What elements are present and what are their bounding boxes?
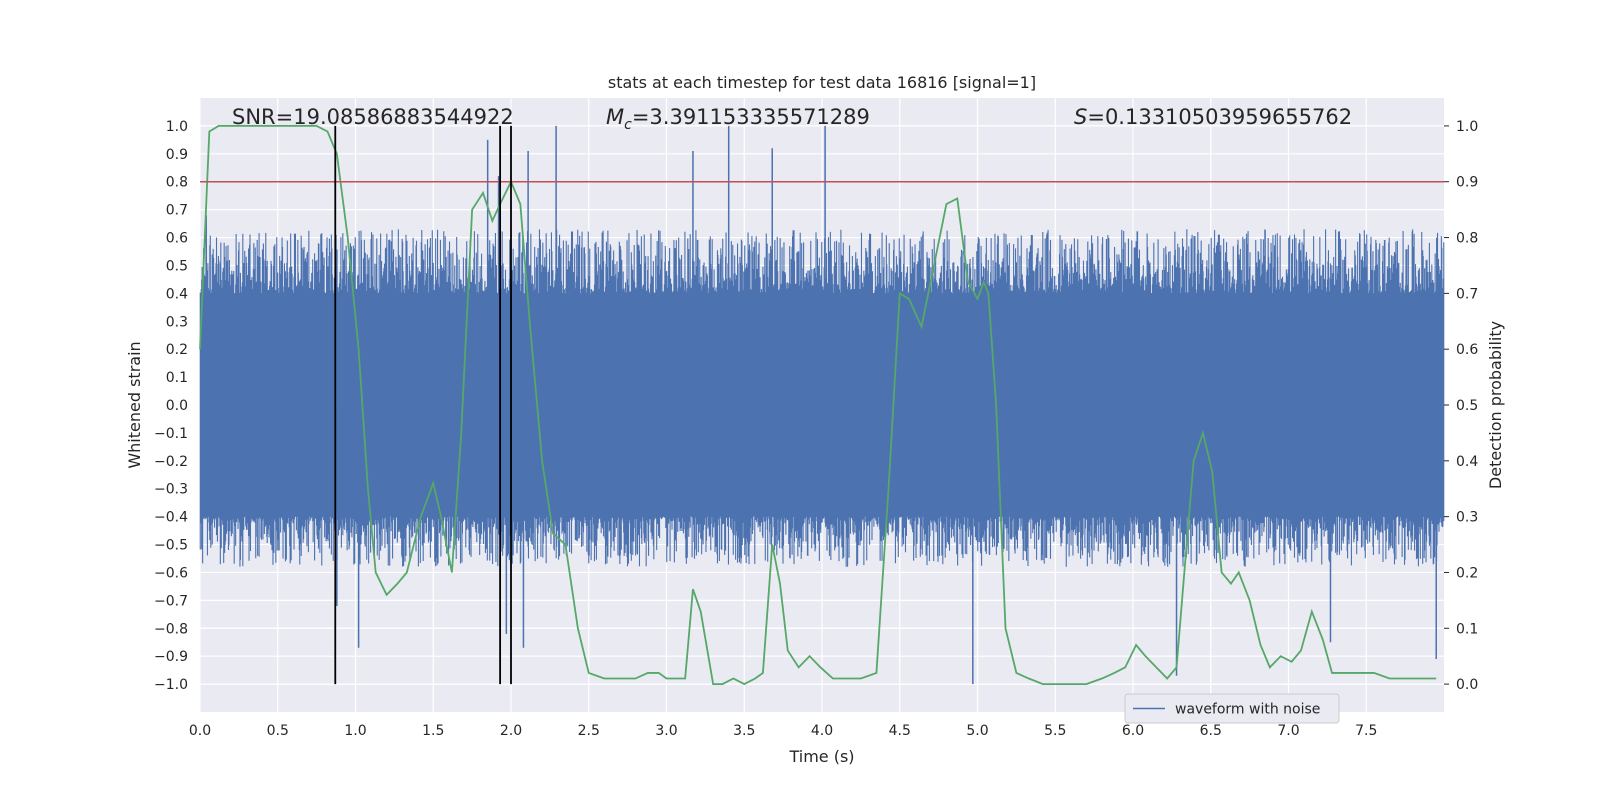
probability-line xyxy=(199,125,1437,686)
y-tick-label: −0.4 xyxy=(154,510,188,526)
y-tick-label: −0.2 xyxy=(154,454,188,470)
x-tick-label: 4.5 xyxy=(889,723,911,739)
y-tick-label: 0.6 xyxy=(166,231,188,247)
y-tick-label: −0.5 xyxy=(154,538,188,554)
s-value: =0.13310503959655762 xyxy=(1087,105,1352,129)
y2-axis-label: Detection probability xyxy=(1486,321,1505,489)
y-tick-label: −0.8 xyxy=(154,621,188,637)
y-tick-label: 1.0 xyxy=(166,119,188,135)
chirp-mass-annotation: Mc=3.391153335571289 xyxy=(606,105,870,133)
x-tick-label: 5.5 xyxy=(1044,723,1066,739)
y2-tick-label: 0.1 xyxy=(1456,621,1478,637)
y-tick-label: −0.7 xyxy=(154,593,188,609)
y2-tick-label: 0.5 xyxy=(1456,398,1478,414)
y-tick-label: 0.1 xyxy=(166,370,188,386)
probability-series xyxy=(199,125,1437,686)
reference-lines xyxy=(200,125,1444,685)
x-tick-label: 0.0 xyxy=(189,723,211,739)
chart-title: stats at each timestep for test data 168… xyxy=(608,73,1036,92)
y2-tick-label: 0.3 xyxy=(1456,510,1478,526)
y2-tick-label: 0.7 xyxy=(1456,286,1478,302)
y-tick-label: −0.1 xyxy=(154,426,188,442)
y-tick-label: −0.6 xyxy=(154,565,188,581)
s-symbol: S xyxy=(1074,105,1087,129)
chirp-mass-symbol: M xyxy=(606,105,624,129)
y2-tick-label: 0.8 xyxy=(1456,231,1478,247)
chirp-mass-subscript: c xyxy=(624,117,632,133)
x-tick-label: 1.0 xyxy=(344,723,366,739)
y2-tick-label: 0.6 xyxy=(1456,342,1478,358)
waveform-trace xyxy=(199,229,1445,567)
x-tick-label: 6.0 xyxy=(1122,723,1144,739)
y-tick-label: −0.9 xyxy=(154,649,188,665)
y-tick-label: 0.4 xyxy=(166,286,188,302)
x-tick-label: 6.5 xyxy=(1200,723,1222,739)
x-tick-label: 0.5 xyxy=(267,723,289,739)
y2-tick-label: 0.9 xyxy=(1456,175,1478,191)
y2-tick-label: 0.0 xyxy=(1456,677,1478,693)
x-tick-label: 2.0 xyxy=(500,723,522,739)
x-axis-label: Time (s) xyxy=(788,747,854,766)
y2-tick-label: 0.4 xyxy=(1456,454,1478,470)
x-tick-label: 4.0 xyxy=(811,723,833,739)
y-tick-label: 0.5 xyxy=(166,258,188,274)
y-tick-label: 0.3 xyxy=(166,314,188,330)
s-annotation: S=0.13310503959655762 xyxy=(1074,105,1352,129)
y-tick-label: 0.2 xyxy=(166,342,188,358)
y-tick-label: 0.7 xyxy=(166,203,188,219)
y2-tick-label: 1.0 xyxy=(1456,119,1478,135)
y-tick-label: 0.9 xyxy=(166,147,188,163)
x-tick-label: 7.0 xyxy=(1277,723,1299,739)
y-tick-label: −0.3 xyxy=(154,482,188,498)
snr-annotation: SNR=19.08586883544922 xyxy=(232,105,514,129)
y-tick-label: −1.0 xyxy=(154,677,188,693)
y-axis-label: Whitened strain xyxy=(125,341,144,468)
x-tick-label: 3.0 xyxy=(655,723,677,739)
legend: waveform with noise xyxy=(1124,693,1340,724)
chirp-mass-value: =3.391153335571289 xyxy=(632,105,870,129)
waveform-series xyxy=(199,125,1445,685)
y-tick-label: 0.8 xyxy=(166,175,188,191)
y-tick-label: 0.0 xyxy=(166,398,188,414)
legend-label: waveform with noise xyxy=(1175,702,1320,718)
x-tick-label: 2.5 xyxy=(578,723,600,739)
legend-box xyxy=(1124,693,1340,724)
x-tick-label: 5.0 xyxy=(966,723,988,739)
x-tick-label: 3.5 xyxy=(733,723,755,739)
x-tick-label: 7.5 xyxy=(1355,723,1377,739)
tick-labels: 0.0 0.5 1.0 1.5 2.0 2.5 3.0 3.5 4.0 4.5 5.0 5.5 6.0 6… xyxy=(154,119,1478,739)
x-tick-label: 1.5 xyxy=(422,723,444,739)
y2-tick-label: 0.2 xyxy=(1456,565,1478,581)
